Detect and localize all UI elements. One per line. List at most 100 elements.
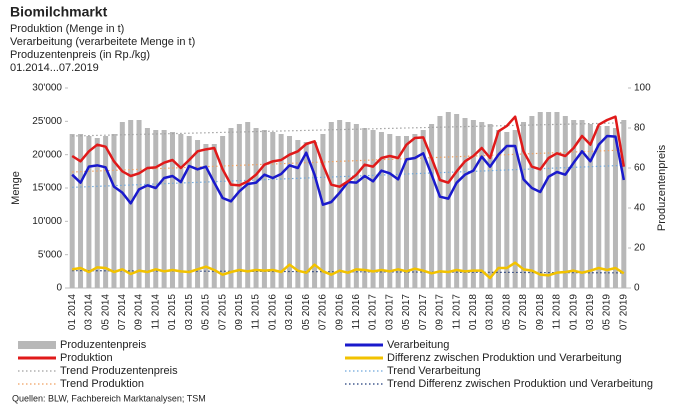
bar xyxy=(512,130,518,288)
bar xyxy=(370,130,376,288)
source: Quellen: BLW, Fachbereich Marktanalysen;… xyxy=(12,393,206,403)
bar xyxy=(144,128,150,288)
bar xyxy=(562,116,568,288)
x-tick-label: 03 2019 xyxy=(585,294,596,331)
bar xyxy=(504,132,510,288)
bar xyxy=(161,130,167,288)
x-tick-label: 01 2017 xyxy=(368,294,379,331)
bar xyxy=(470,120,476,288)
y2-tick-label: 20 xyxy=(634,243,646,254)
bar xyxy=(119,122,125,288)
x-tick-label: 07 2016 xyxy=(318,294,329,331)
x-tick-label: 11 2014 xyxy=(150,294,161,330)
y2-tick-label: 80 xyxy=(634,123,646,134)
bar xyxy=(153,130,159,288)
bar xyxy=(195,140,201,288)
bar xyxy=(111,134,117,288)
subtitle: Verarbeitung (verarbeitete Menge in t) xyxy=(10,36,195,48)
legend-label: Trend Differenz zwischen Produktion und … xyxy=(387,378,653,390)
bar xyxy=(328,122,334,288)
bar xyxy=(69,134,75,288)
bar xyxy=(529,116,535,288)
bar xyxy=(169,132,175,288)
bar xyxy=(487,124,493,288)
chart-title: Biomilchmarkt xyxy=(10,4,108,20)
y2-tick-label: 100 xyxy=(634,83,651,94)
legend-label: Trend Verarbeitung xyxy=(387,365,481,377)
x-tick-label: 09 2016 xyxy=(334,294,345,331)
line xyxy=(71,115,626,188)
line xyxy=(71,261,625,280)
legend-label: Trend Produktion xyxy=(60,378,144,390)
bar xyxy=(186,136,192,288)
x-tick-label: 11 2017 xyxy=(451,294,462,330)
bar xyxy=(587,124,593,288)
y-tick-label: 25'000 xyxy=(32,116,62,127)
legend-label: Verarbeitung xyxy=(387,339,449,351)
bar xyxy=(103,136,109,288)
y-tick-label: 0 xyxy=(56,283,62,294)
x-tick-label: 05 2016 xyxy=(301,294,312,331)
trend-line xyxy=(72,149,624,173)
x-tick-label: 03 2017 xyxy=(384,294,395,331)
bar xyxy=(554,112,560,288)
subtitle: Produktion (Menge in t) xyxy=(10,23,124,35)
bar xyxy=(546,112,552,288)
bar xyxy=(295,140,301,288)
x-tick-label: 11 2018 xyxy=(552,294,563,330)
bar xyxy=(261,130,267,288)
y-tick-label: 5'000 xyxy=(38,249,63,260)
y2-tick-label: 0 xyxy=(634,283,640,294)
bar xyxy=(236,124,242,288)
x-tick-label: 07 2017 xyxy=(418,294,429,331)
x-tick-label: 09 2018 xyxy=(535,294,546,331)
x-tick-label: 01 2018 xyxy=(468,294,479,331)
x-tick-label: 05 2018 xyxy=(501,294,512,331)
x-tick-label: 07 2015 xyxy=(217,294,228,331)
x-tick-label: 03 2015 xyxy=(184,294,195,331)
bar xyxy=(220,136,226,288)
x-tick-label: 11 2015 xyxy=(251,294,262,330)
x-tick-label: 09 2017 xyxy=(435,294,446,331)
y-tick-label: 15'000 xyxy=(32,183,62,194)
x-tick-label: 07 2019 xyxy=(618,294,629,331)
x-tick-label: 05 2017 xyxy=(401,294,412,331)
bar xyxy=(278,134,284,288)
legend-label: Trend Produzentenpreis xyxy=(60,365,178,377)
bar xyxy=(621,120,627,288)
bar xyxy=(303,142,309,288)
bar xyxy=(420,130,426,288)
legend-label: Produktion xyxy=(60,352,113,364)
x-tick-label: 01 2019 xyxy=(568,294,579,331)
x-tick-label: 07 2014 xyxy=(117,294,128,331)
legend-label: Produzentenpreis xyxy=(60,339,147,351)
bar xyxy=(228,128,234,288)
y2-axis-title: Produzentenpreis xyxy=(656,144,668,231)
x-tick-label: 03 2016 xyxy=(284,294,295,331)
bar xyxy=(136,120,142,288)
legend-label: Differenz zwischen Produktion und Verarb… xyxy=(387,352,622,364)
legend-swatch xyxy=(18,341,56,349)
bar xyxy=(479,122,485,288)
bar xyxy=(86,136,92,288)
y-tick-label: 30'000 xyxy=(32,83,62,94)
bar xyxy=(253,128,259,288)
x-tick-label: 09 2015 xyxy=(234,294,245,331)
bar xyxy=(445,112,451,288)
bar xyxy=(203,144,209,288)
x-tick-label: 05 2015 xyxy=(201,294,212,331)
bar xyxy=(495,130,501,288)
bar xyxy=(345,122,351,288)
bar xyxy=(604,126,610,288)
x-tick-label: 11 2016 xyxy=(351,294,362,330)
x-tick-label: 01 2015 xyxy=(167,294,178,331)
bar xyxy=(521,122,527,288)
bar xyxy=(387,134,393,288)
bar xyxy=(596,126,602,288)
bar xyxy=(462,118,468,288)
bar xyxy=(320,134,326,288)
bar xyxy=(454,114,460,288)
bar xyxy=(612,128,618,288)
bar xyxy=(94,138,100,288)
